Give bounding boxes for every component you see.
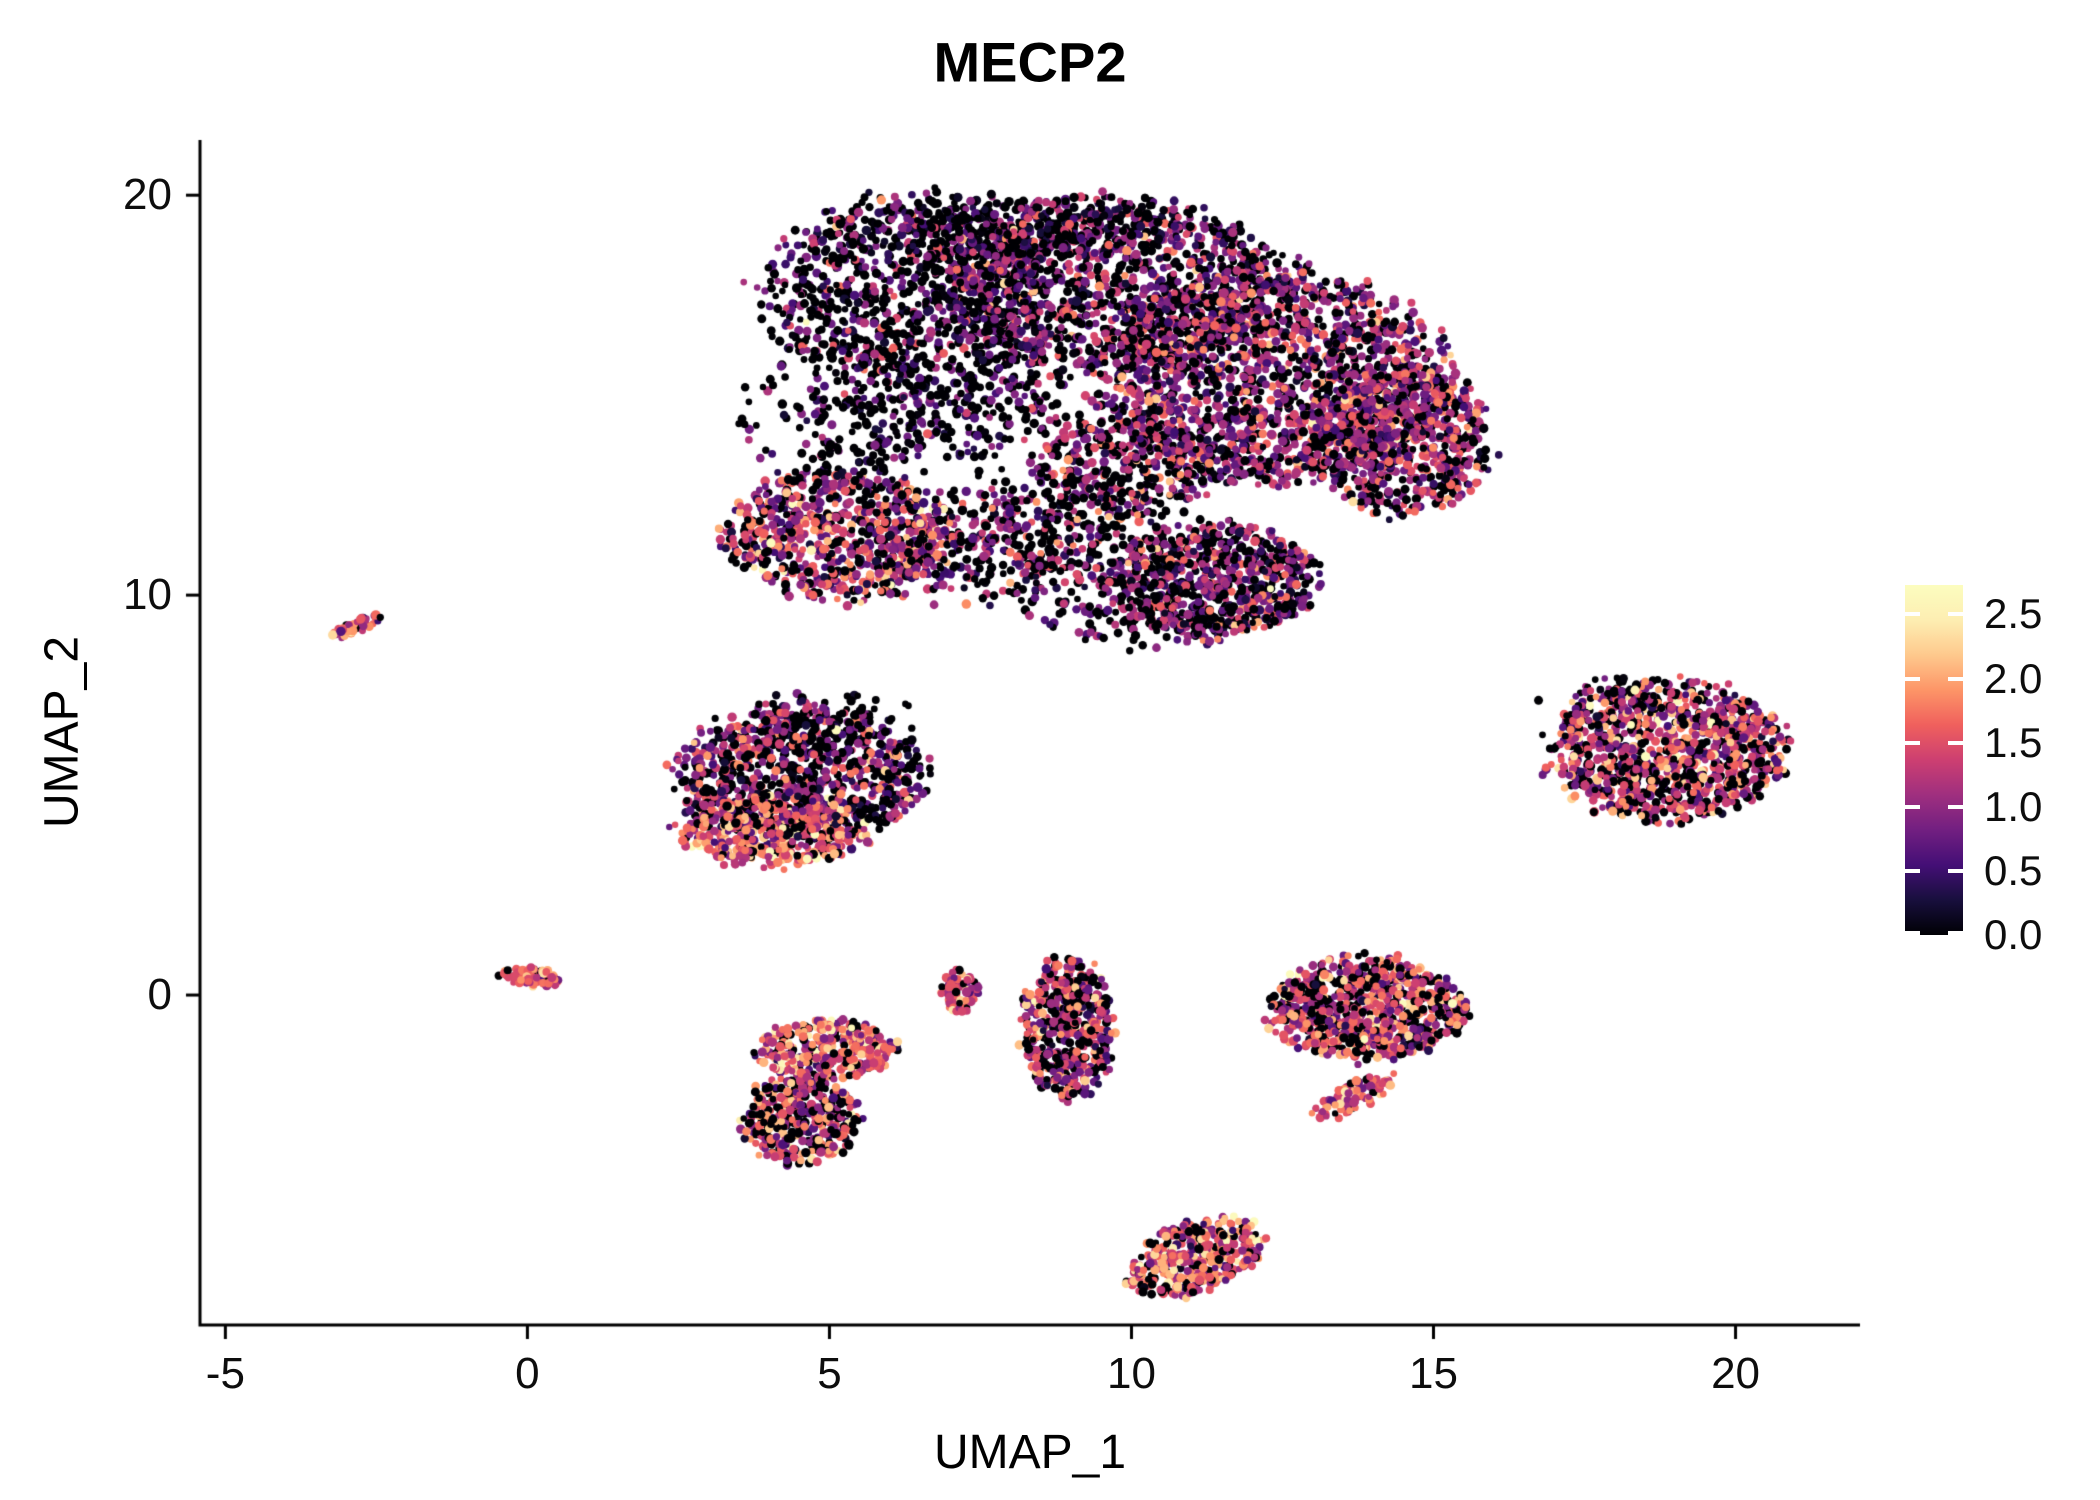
legend-tick-label: 1.5 [1984, 718, 2043, 766]
y-tick-label: 20 [123, 170, 172, 220]
plot-title: MECP2 [933, 30, 1127, 94]
legend-tick-mark [1905, 931, 1920, 935]
legend-tick-mark [1948, 740, 1963, 745]
legend-tick-mark [1948, 804, 1963, 809]
x-tick-label: 15 [1409, 1349, 1458, 1398]
legend-tick-mark [1948, 612, 1963, 617]
x-tick-label: 5 [817, 1349, 842, 1398]
legend-tick-mark [1948, 931, 1963, 935]
legend-tick-mark [1905, 740, 1920, 745]
colorbar-gradient [1905, 585, 1963, 935]
x-axis-label: UMAP_1 [933, 1426, 1127, 1479]
y-tick-label: 0 [147, 970, 172, 1020]
x-tick-label: 10 [1107, 1349, 1156, 1398]
legend-tick-label: 2.5 [1984, 590, 2043, 638]
legend-tick-label: 0.0 [1984, 911, 2043, 958]
legend-tick-label: 0.5 [1984, 846, 2043, 894]
legend-tick-mark [1905, 868, 1920, 873]
legend-tick-mark [1905, 804, 1920, 809]
y-axis-label: UMAP_2 [35, 635, 89, 829]
x-tick-label: 0 [515, 1349, 540, 1398]
x-tick-label: -5 [205, 1349, 245, 1398]
legend-tick-mark [1948, 676, 1963, 681]
legend-tick-label: 1.0 [1984, 782, 2043, 830]
legend-tick-label: 2.0 [1984, 654, 2043, 702]
legend-tick-mark [1905, 676, 1920, 681]
x-tick-label: 20 [1711, 1349, 1761, 1398]
legend-tick-mark [1948, 868, 1963, 873]
y-tick-label: 10 [123, 570, 172, 620]
legend-tick-mark [1905, 612, 1920, 617]
